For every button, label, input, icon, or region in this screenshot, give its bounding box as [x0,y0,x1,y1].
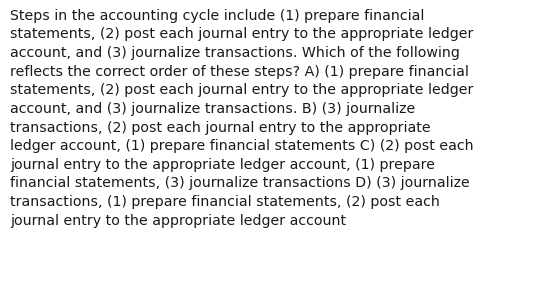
Text: Steps in the accounting cycle include (1) prepare financial
statements, (2) post: Steps in the accounting cycle include (1… [10,9,474,228]
